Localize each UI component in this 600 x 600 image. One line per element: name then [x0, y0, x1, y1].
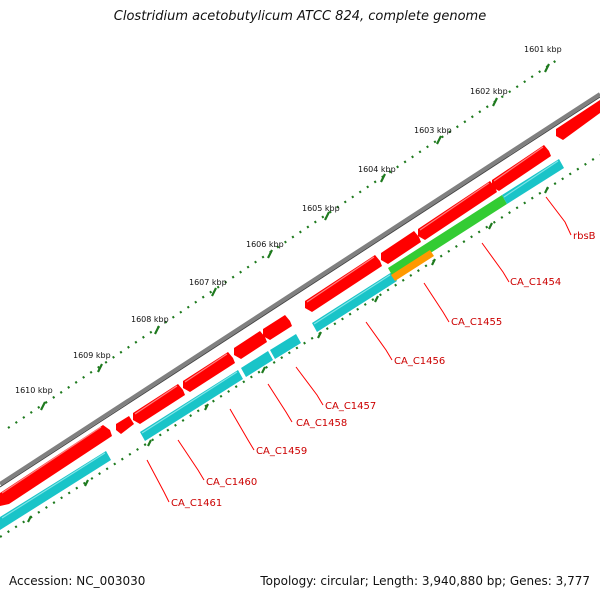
- outer-tick: [154, 325, 160, 335]
- leader-CA_C1455: [423, 282, 450, 323]
- leader-CA_C1460: [177, 439, 205, 481]
- leader-CA_C1456: [365, 321, 393, 361]
- leader-CA_C1458: [267, 383, 293, 423]
- gene-feature: [116, 416, 134, 434]
- outer-tick: [324, 211, 330, 221]
- outer-tick: [436, 135, 442, 145]
- gene-feature: [234, 331, 267, 359]
- scale-label: 1604 kbp: [358, 165, 396, 174]
- cds-feature: [312, 272, 397, 332]
- leader-CA_C1461: [146, 459, 170, 503]
- outer-tick: [211, 287, 217, 297]
- outer-tick: [267, 249, 273, 259]
- scale-label: 1603 kbp: [414, 126, 452, 135]
- forward-feature-highlights: [1, 146, 544, 494]
- scale-label: 1610 kbp: [15, 386, 53, 395]
- cds-features: [0, 159, 564, 530]
- inner-major-ticks: [27, 186, 549, 523]
- genome-summary-text: Topology: circular; Length: 3,940,880 bp…: [260, 574, 590, 588]
- cds-feature: [140, 370, 243, 441]
- gene-label: CA_C1458: [296, 418, 347, 429]
- leader-rbsB: [545, 196, 572, 236]
- gene-label: rbsB: [573, 231, 596, 242]
- outer-tick: [97, 363, 103, 373]
- cds-feature: [502, 159, 564, 204]
- gene-feature: [133, 384, 185, 424]
- gene-feature: [556, 100, 600, 140]
- gene-feature: [492, 145, 551, 191]
- inner-scale-track: [0, 154, 600, 538]
- accession-text: Accession: NC_003030: [9, 574, 146, 588]
- cds-feature: [0, 451, 111, 530]
- leader-CA_C1459: [229, 408, 255, 451]
- scale-label: 1609 kbp: [73, 351, 111, 360]
- gene-label: CA_C1461: [171, 498, 222, 509]
- scale-label: 1602 kbp: [470, 87, 508, 96]
- cds-feature: [270, 334, 301, 359]
- leader-CA_C1457: [295, 366, 324, 406]
- outer-tick: [492, 97, 498, 107]
- scale-label: 1601 kbp: [524, 45, 562, 54]
- outer-tick: [544, 63, 550, 73]
- gene-feature: [263, 315, 292, 340]
- scale-label: 1605 kbp: [302, 204, 340, 213]
- forward-features: [0, 100, 600, 506]
- genome-backbone-shadow: [0, 96, 600, 488]
- gene-label: CA_C1457: [325, 401, 376, 412]
- gene-feature: [418, 181, 497, 240]
- scale-labels: 1601 kbp 1602 kbp 1603 kbp 1604 kbp 1605…: [15, 45, 562, 395]
- scale-label: 1608 kbp: [131, 315, 169, 324]
- outer-major-ticks: [40, 63, 550, 411]
- gene-label: CA_C1460: [206, 477, 257, 488]
- gene-feature: [305, 255, 382, 312]
- scale-label: 1606 kbp: [246, 240, 284, 249]
- cds-feature: [391, 250, 434, 281]
- leader-CA_C1454: [481, 242, 510, 283]
- gene-feature: [0, 425, 112, 506]
- outer-tick: [40, 401, 46, 411]
- map-title: Clostridium acetobutylicum ATCC 824, com…: [113, 9, 487, 24]
- gene-label: CA_C1454: [510, 277, 561, 288]
- cds-feature: [388, 195, 507, 277]
- gene-label: CA_C1456: [394, 356, 445, 367]
- gene-label: CA_C1459: [256, 446, 307, 457]
- cds-feature: [241, 351, 273, 377]
- gene-labels: rbsB CA_C1454 CA_C1455 CA_C1456 CA_C1457…: [171, 231, 596, 509]
- gene-label: CA_C1455: [451, 317, 502, 328]
- outer-tick: [380, 173, 386, 183]
- outer-scale-track: [7, 57, 561, 429]
- gene-feature: [183, 352, 235, 392]
- cds-feature-highlights: [1, 160, 559, 519]
- label-leaders: [146, 196, 572, 503]
- genome-backbone: [0, 92, 600, 486]
- gene-feature: [381, 231, 421, 264]
- scale-label: 1607 kbp: [189, 278, 227, 287]
